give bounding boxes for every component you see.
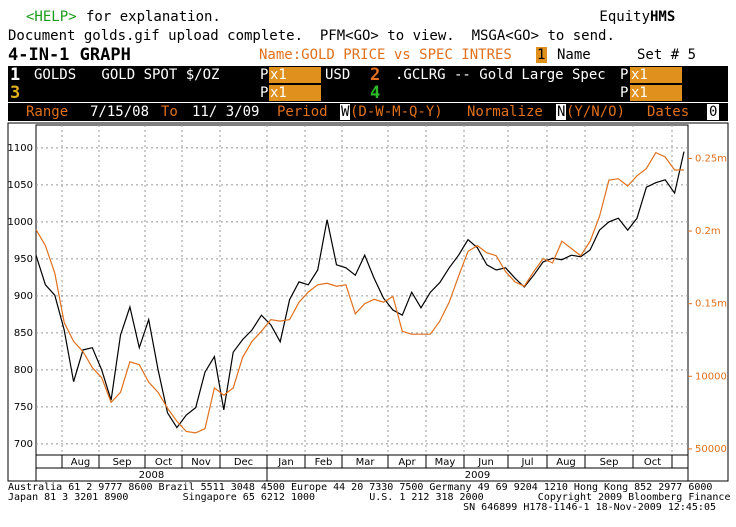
function-code: HMS <box>650 9 675 25</box>
y-tick-label: 1100 <box>8 143 33 154</box>
x-tick-label: Aug <box>71 457 91 468</box>
px-value[interactable]: x1 <box>631 67 648 83</box>
plot: Aug Sep Oct Nov Dec Jan Feb Mar Apr May Jun Jul Aug S… <box>8 125 727 481</box>
period-label: Period <box>277 104 328 120</box>
name-number[interactable]: 1 <box>537 47 545 63</box>
x-tick-label: Oct <box>155 457 172 468</box>
px-value[interactable]: x1 <box>631 85 648 101</box>
x-tick-label: Jun <box>477 457 494 468</box>
x-tick-label: Sep <box>600 457 619 468</box>
status-line: Document golds.gif upload complete. PFM<… <box>8 28 615 44</box>
to-label: To <box>161 104 178 120</box>
y2-tick-label: 50000 <box>695 444 727 455</box>
period-options: (D-W-M-Q-Y) <box>350 104 443 120</box>
name-number-box[interactable] <box>536 47 547 63</box>
name-tail: Name <box>557 47 591 63</box>
dates-box[interactable] <box>707 104 719 120</box>
x-tick-label: Jul <box>520 457 533 468</box>
px-box[interactable] <box>269 85 321 101</box>
help-text: for explanation. <box>86 9 221 25</box>
footer-line: Japan 81 3 3201 8900 Singapore 65 6212 1… <box>8 492 736 503</box>
px-label: P <box>620 85 628 101</box>
year-label: 2009 <box>465 470 490 481</box>
y-tick-label: 700 <box>14 439 33 450</box>
period-box[interactable] <box>340 104 350 120</box>
series-line <box>35 151 685 429</box>
y-tick-label: 750 <box>14 402 33 413</box>
slot-number[interactable]: 2 <box>370 65 380 85</box>
px-box[interactable] <box>269 67 321 83</box>
x-tick-label: Aug <box>556 457 576 468</box>
px-box[interactable] <box>630 67 682 83</box>
px-value[interactable]: x1 <box>270 67 287 83</box>
slot-security[interactable]: .GCLRG -- Gold Large Spec <box>395 67 606 83</box>
y-tick-label: 1050 <box>8 180 33 191</box>
slot-number[interactable]: 3 <box>10 83 20 103</box>
series-line <box>35 151 684 434</box>
period-value[interactable]: W <box>341 104 350 120</box>
footer-line: Australia 61 2 9777 8600 Brazil 5511 304… <box>8 482 712 493</box>
range-end[interactable]: 11/ 3/09 <box>192 104 259 120</box>
x-tick-label: May <box>435 457 456 468</box>
y-tick-label: 1000 <box>8 217 33 228</box>
plot-area <box>35 124 689 456</box>
x-tick-label: Oct <box>644 457 661 468</box>
px-label: P <box>260 67 268 83</box>
normalize-box[interactable] <box>556 104 566 120</box>
x-tick-label: Dec <box>234 457 253 468</box>
px-value[interactable]: x1 <box>270 85 287 101</box>
chart-frame <box>7 122 729 482</box>
x-tick-label: Feb <box>315 457 333 468</box>
x-tick-label: Nov <box>191 457 211 468</box>
normalize-value[interactable]: N <box>557 104 565 120</box>
set-label: Set # 5 <box>637 47 696 63</box>
footer-line: SN 646899 H178-1146-1 18-Nov-2009 12:45:… <box>463 502 716 513</box>
normalize-options: (Y/N/O) <box>566 104 625 120</box>
y-tick-label: 850 <box>14 328 33 339</box>
slot-security[interactable]: GOLDS GOLD SPOT $/OZ <box>34 67 219 83</box>
range-label: Range <box>26 104 68 120</box>
px-label: P <box>260 85 268 101</box>
px-label: P <box>620 67 628 83</box>
slot-number[interactable]: 4 <box>370 83 380 103</box>
x-tick-label: Apr <box>398 457 416 468</box>
x-tick-label: Sep <box>113 457 132 468</box>
slot-number[interactable]: 1 <box>10 65 20 85</box>
y-tick-label: 800 <box>14 365 33 376</box>
y2-tick-label: 0.25m <box>695 153 727 164</box>
px-box[interactable] <box>630 85 682 101</box>
slot-panel <box>8 66 728 102</box>
controls-panel <box>8 103 728 121</box>
brand: Equity <box>599 9 650 25</box>
normalize-label: Normalize <box>467 104 543 120</box>
x-tick-label: Mar <box>356 457 376 468</box>
y2-tick-label: 0.15m <box>695 299 727 310</box>
range-start[interactable]: 7/15/08 <box>90 104 149 120</box>
y2-tick-label: 10000 <box>695 371 727 382</box>
y-tick-label: 900 <box>14 291 33 302</box>
x-tick-label: Jan <box>277 457 293 468</box>
screen-title: 4-IN-1 GRAPH <box>8 45 131 65</box>
y-tick-label: 950 <box>14 254 33 265</box>
year-label: 2008 <box>139 470 164 481</box>
help-key[interactable]: <HELP> <box>26 9 77 25</box>
dates-value[interactable]: 0 <box>709 104 717 120</box>
dates-label: Dates <box>647 104 689 120</box>
y2-tick-label: 0.2m <box>695 226 721 237</box>
name-label: Name:GOLD PRICE vs SPEC INTRES <box>259 47 512 63</box>
currency: USD <box>325 67 350 83</box>
